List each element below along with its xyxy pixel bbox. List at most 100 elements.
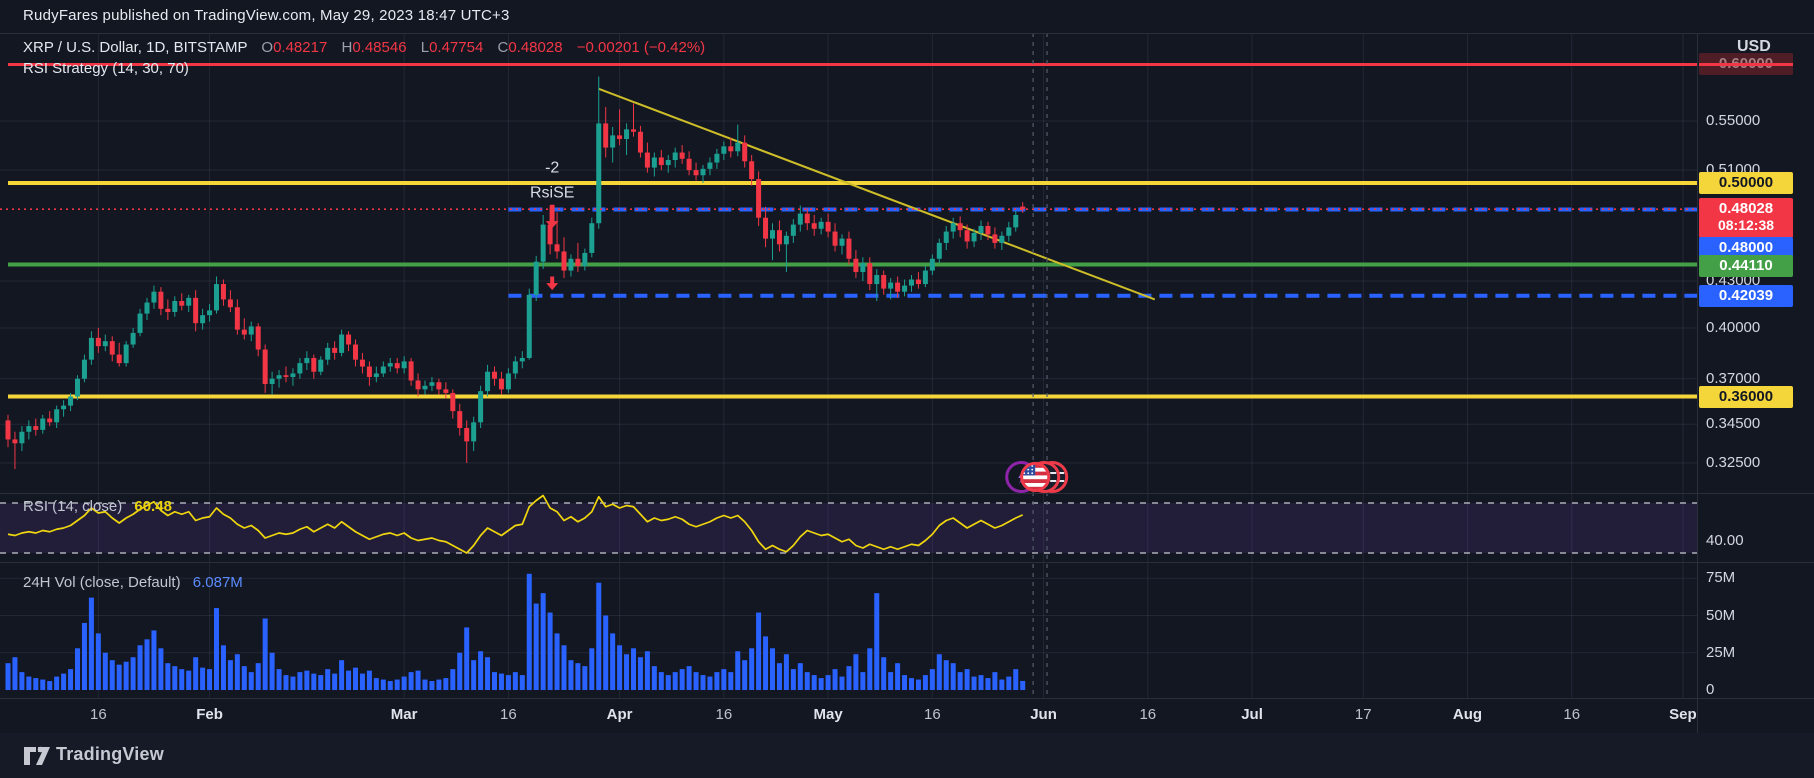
price-tick-label: 0.40000 (1706, 319, 1761, 337)
economic-event-icons[interactable] (1005, 461, 1069, 493)
time-tick-month[interactable]: Mar (390, 706, 418, 723)
volume-bar (804, 672, 810, 690)
volume-bar (895, 663, 901, 690)
candle-body (387, 363, 393, 367)
volume-bar (589, 648, 595, 690)
volume-bar (811, 675, 817, 690)
volume-bar (325, 669, 331, 690)
sell-arrow-icon[interactable] (546, 276, 559, 291)
tradingview-brand-text[interactable]: TradingView (56, 744, 164, 764)
volume-bar (985, 678, 991, 690)
candle-body (568, 258, 574, 271)
volume-bar (40, 679, 46, 690)
volume-bar (582, 666, 588, 690)
candle-body (151, 291, 157, 303)
time-tick-month[interactable]: May (813, 706, 843, 723)
volume-bar (248, 672, 254, 690)
volume-bar (818, 678, 824, 690)
candle-body (200, 315, 206, 324)
time-tick-month[interactable]: Apr (606, 706, 633, 723)
volume-bar (61, 673, 67, 690)
price-axis-badge[interactable]: 0.44110 (1699, 255, 1793, 278)
candle-body (728, 146, 734, 152)
price-axis-badge[interactable]: 0.48000 (1699, 236, 1793, 259)
volume-bar (909, 678, 914, 690)
volume-bar (346, 670, 352, 690)
tradingview-logo-icon[interactable] (23, 745, 51, 767)
volume-bar (186, 670, 192, 690)
trend-line[interactable] (598, 87, 1156, 301)
candle-body (297, 363, 303, 374)
time-tick-day[interactable]: 17 (1354, 706, 1372, 723)
candle-body (603, 123, 609, 148)
time-tick-month[interactable]: Aug (1452, 706, 1483, 723)
volume-bar (665, 675, 671, 690)
candle-body (547, 224, 553, 245)
time-tick-month[interactable]: Feb (196, 706, 223, 723)
volume-pane-divider[interactable] (0, 562, 1814, 563)
price-axis-badge[interactable]: 0.36000 (1699, 385, 1793, 408)
volume-bar (860, 672, 866, 690)
volume-bar (123, 661, 129, 690)
volume-bar (728, 672, 734, 690)
time-axis[interactable]: 16 Feb Mar 16 Apr 16 May 16 Jun 16 Jul 17 Aug 16 Sep (0, 698, 1697, 733)
volume-bar (151, 630, 157, 690)
price-axis[interactable]: USD 0.55000 0.51000 0.43000 0.40000 0.37000 0… (1697, 33, 1814, 733)
rsi-pane-divider[interactable] (0, 493, 1814, 494)
candle-body (116, 354, 122, 364)
candle-body (846, 238, 852, 259)
volume-bar (1006, 676, 1012, 690)
volume-bar (353, 667, 358, 690)
volume-bar (12, 657, 18, 690)
volume-bar (853, 654, 859, 690)
time-tick-day[interactable]: 16 (924, 706, 941, 723)
time-tick-month[interactable]: Sep (1669, 706, 1697, 723)
volume-bar (721, 669, 727, 690)
symbol-legend[interactable]: XRP / U.S. Dollar, 1D, BITSTAMP O0.48217… (23, 39, 705, 56)
candle-body (936, 242, 942, 259)
time-tick-day[interactable]: 16 (90, 706, 107, 723)
rsi-line (7, 494, 1024, 554)
volume-bar (102, 652, 108, 690)
candle-body (12, 439, 18, 444)
volume-bar (756, 612, 762, 690)
time-tick-day[interactable]: 16 (1139, 706, 1157, 723)
price-axis-badge[interactable]: 0.60000 (1699, 53, 1793, 76)
candle-body (88, 337, 94, 360)
volume-bar (457, 652, 463, 690)
time-tick-day[interactable]: 16 (500, 706, 517, 723)
candle-body (617, 135, 623, 140)
price-axis-badge[interactable]: 0.48028 08:12:38 (1699, 198, 1793, 239)
time-tick-day[interactable]: 16 (1563, 706, 1581, 723)
sell-arrow-icon[interactable] (545, 204, 559, 229)
candle-body (804, 213, 810, 224)
price-axis-badge[interactable]: 0.42039 (1699, 284, 1793, 307)
time-tick-month[interactable]: Jun (1030, 706, 1057, 723)
candle-body (1006, 227, 1012, 236)
price-axis-badge[interactable]: 0.50000 (1699, 172, 1793, 194)
candle-body (644, 152, 650, 168)
volume-bar (631, 648, 636, 690)
volume-bar (714, 672, 720, 690)
candle-body (818, 221, 824, 229)
volume-bar (311, 673, 317, 690)
change-value: −0.00201 (−0.42%) (576, 39, 706, 56)
volume-legend[interactable]: 24H Vol (close, Default) 6.087M (23, 574, 243, 591)
candle-body (95, 337, 101, 347)
strategy-legend[interactable]: RSI Strategy (14, 30, 70) (23, 60, 189, 77)
volume-bar (422, 679, 428, 690)
time-tick-month[interactable]: Jul (1241, 706, 1263, 723)
candle-body (915, 279, 921, 285)
volume-bar (783, 654, 789, 690)
candle-body (888, 282, 894, 289)
time-tick-day[interactable]: 16 (715, 706, 733, 723)
candle-body (429, 382, 435, 386)
chart-top-border (0, 33, 1814, 34)
rsi-legend[interactable]: RSI (14, close) 60.48 (23, 498, 172, 515)
volume-bar (359, 673, 365, 690)
volume-bar (735, 651, 741, 690)
close-value: 0.48028 (508, 39, 563, 56)
volume-bar (776, 663, 782, 690)
